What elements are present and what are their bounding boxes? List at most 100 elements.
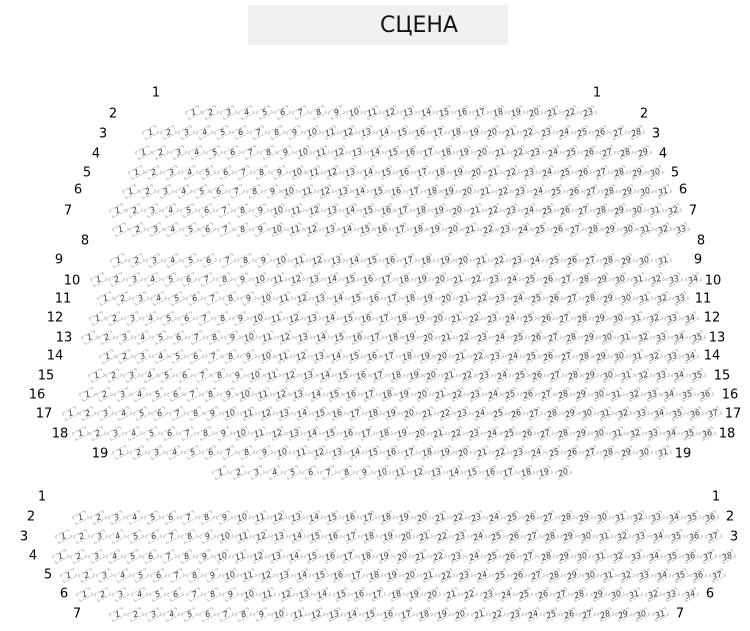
seat[interactable]: 14	[352, 183, 370, 199]
seat[interactable]: 15	[393, 124, 411, 140]
seat[interactable]: 15	[332, 586, 350, 602]
seat[interactable]: 28	[599, 444, 618, 460]
seat[interactable]: 38	[718, 548, 736, 564]
seat[interactable]: 15	[341, 271, 360, 287]
seat[interactable]: 27	[555, 310, 573, 326]
seat[interactable]: 15	[384, 144, 402, 160]
seat[interactable]: 21	[447, 310, 466, 326]
seat[interactable]: 6	[167, 586, 185, 602]
seat[interactable]: 24	[497, 586, 516, 602]
seat[interactable]: 1	[127, 164, 145, 180]
seat[interactable]: 30	[610, 348, 629, 364]
seat[interactable]: 20	[473, 144, 492, 160]
seat[interactable]: 29	[572, 386, 591, 402]
seat[interactable]: 11	[254, 386, 273, 402]
seat[interactable]: 4	[105, 548, 123, 564]
seat[interactable]: 31	[597, 405, 615, 421]
seat[interactable]: 18	[395, 271, 414, 287]
seat[interactable]: 5	[142, 425, 161, 441]
seat[interactable]: 28	[541, 528, 560, 544]
seat[interactable]: 20	[454, 252, 472, 268]
seat[interactable]: 7	[204, 348, 222, 364]
seat[interactable]: 12	[281, 367, 300, 383]
seat[interactable]: 16	[395, 164, 414, 180]
seat[interactable]: 8	[252, 164, 271, 180]
seat[interactable]: 29	[556, 548, 574, 564]
seat[interactable]: 24	[501, 310, 520, 326]
seat[interactable]: 12	[310, 444, 328, 460]
seat[interactable]: 25	[545, 252, 563, 268]
seat[interactable]: 11	[251, 509, 269, 525]
seat[interactable]: 9	[355, 464, 374, 480]
seat[interactable]: 4	[165, 444, 184, 460]
seat[interactable]: 11	[306, 164, 324, 180]
seat[interactable]: 29	[592, 348, 611, 364]
seat[interactable]: 15	[347, 290, 366, 306]
seat[interactable]: 12	[257, 567, 276, 583]
seat[interactable]: 33	[643, 386, 661, 402]
seat[interactable]: 5	[148, 586, 167, 602]
seat[interactable]: 6	[231, 124, 249, 140]
seat[interactable]: 24	[491, 329, 510, 345]
seat[interactable]: 22	[503, 164, 521, 180]
seat[interactable]: 19	[507, 104, 525, 120]
seat[interactable]: 11	[321, 124, 339, 140]
seat[interactable]: 7	[234, 164, 253, 180]
seat[interactable]: 32	[626, 425, 645, 441]
seat[interactable]: 16	[379, 606, 398, 622]
seat[interactable]: 7	[178, 425, 197, 441]
seat[interactable]: 9	[256, 444, 274, 460]
seat[interactable]: 18	[437, 144, 456, 160]
seat[interactable]: 8	[185, 567, 203, 583]
seat[interactable]: 23	[491, 290, 510, 306]
seat[interactable]: 30	[636, 252, 654, 268]
seat[interactable]: 27	[567, 221, 585, 237]
seat[interactable]: 19	[413, 271, 432, 287]
seat[interactable]: 26	[527, 329, 545, 345]
seat[interactable]: 25	[562, 144, 581, 160]
seat[interactable]: 22	[467, 271, 486, 287]
seat[interactable]: 3	[247, 464, 265, 480]
seat[interactable]: 7	[187, 329, 206, 345]
seat[interactable]: 27	[581, 444, 600, 460]
seat[interactable]: 25	[509, 329, 527, 345]
seat[interactable]: 32	[613, 528, 632, 544]
seat[interactable]: 22	[509, 144, 527, 160]
seat[interactable]: 5	[213, 124, 231, 140]
seat[interactable]: 27	[592, 164, 611, 180]
seat[interactable]: 24	[527, 444, 546, 460]
seat[interactable]: 8	[201, 386, 220, 402]
seat[interactable]: 12	[409, 464, 428, 480]
seat[interactable]: 11	[231, 548, 250, 564]
seat[interactable]: 15	[435, 104, 454, 120]
seat[interactable]: 23	[476, 367, 494, 383]
seat[interactable]: 7	[215, 202, 234, 218]
seat[interactable]: 7	[219, 444, 238, 460]
seat[interactable]: 7	[204, 290, 222, 306]
seat[interactable]: 19	[396, 386, 414, 402]
seat[interactable]: 1	[54, 528, 72, 544]
seat[interactable]: 35	[680, 425, 698, 441]
seat[interactable]: 6	[144, 528, 163, 544]
seat[interactable]: 33	[666, 271, 684, 287]
seat[interactable]: 11	[292, 444, 310, 460]
seat[interactable]: 5	[181, 252, 200, 268]
seat[interactable]: 26	[545, 290, 563, 306]
seat[interactable]: 17	[429, 124, 447, 140]
seat[interactable]: 18	[447, 124, 465, 140]
seat[interactable]: 3	[156, 183, 175, 199]
seat[interactable]: 2	[69, 548, 87, 564]
seat[interactable]: 10	[251, 271, 270, 287]
seat[interactable]: 26	[521, 509, 539, 525]
seat[interactable]: 7	[227, 183, 246, 199]
seat[interactable]: 24	[555, 124, 573, 140]
seat[interactable]: 29	[564, 567, 582, 583]
seat[interactable]: 9	[327, 104, 346, 120]
seat[interactable]: 7	[193, 367, 211, 383]
seat[interactable]: 26	[565, 183, 583, 199]
seat[interactable]: 26	[534, 586, 552, 602]
seat[interactable]: 17	[377, 271, 396, 287]
seat[interactable]: 5	[180, 606, 199, 622]
seat[interactable]: 11	[286, 221, 305, 237]
seat[interactable]: 29	[628, 164, 646, 180]
